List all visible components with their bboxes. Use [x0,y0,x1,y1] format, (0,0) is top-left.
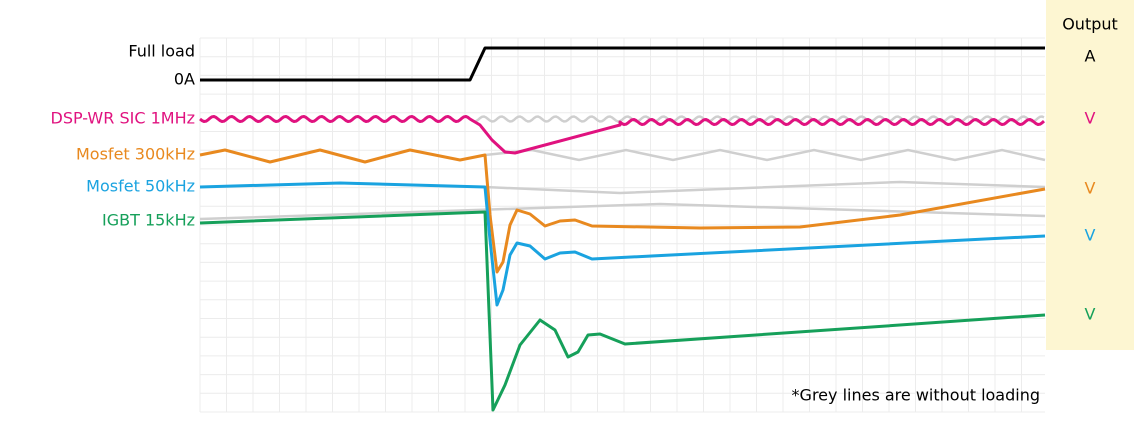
mosfet50-wave [199,181,1046,307]
grey-mosfet300-wave [484,148,1046,162]
dsp-wave [199,115,1046,155]
output-title: Output [1062,15,1118,34]
output-panel [1046,0,1134,350]
output-unit: V [1085,305,1096,324]
label: Mosfet 50kHz [86,177,195,196]
label: Full load [128,42,195,61]
output-unit: V [1085,226,1096,245]
output-unit: A [1085,47,1096,66]
label: 0A [174,70,195,89]
grid [199,37,1045,413]
load-wave [200,46,1045,82]
label: Mosfet 300kHz [76,145,195,164]
mosfet300-wave [199,148,1046,274]
output-unit: V [1085,179,1096,198]
label: IGBT 15kHz [102,211,195,230]
igbt-wave [199,210,1046,412]
label: DSP-WR SIC 1MHz [51,109,195,128]
grey-mosfet50-wave [484,180,1046,195]
note: *Grey lines are without loading [792,386,1040,405]
output-unit: V [1085,109,1096,128]
grey-dsp-wave [469,115,1045,123]
